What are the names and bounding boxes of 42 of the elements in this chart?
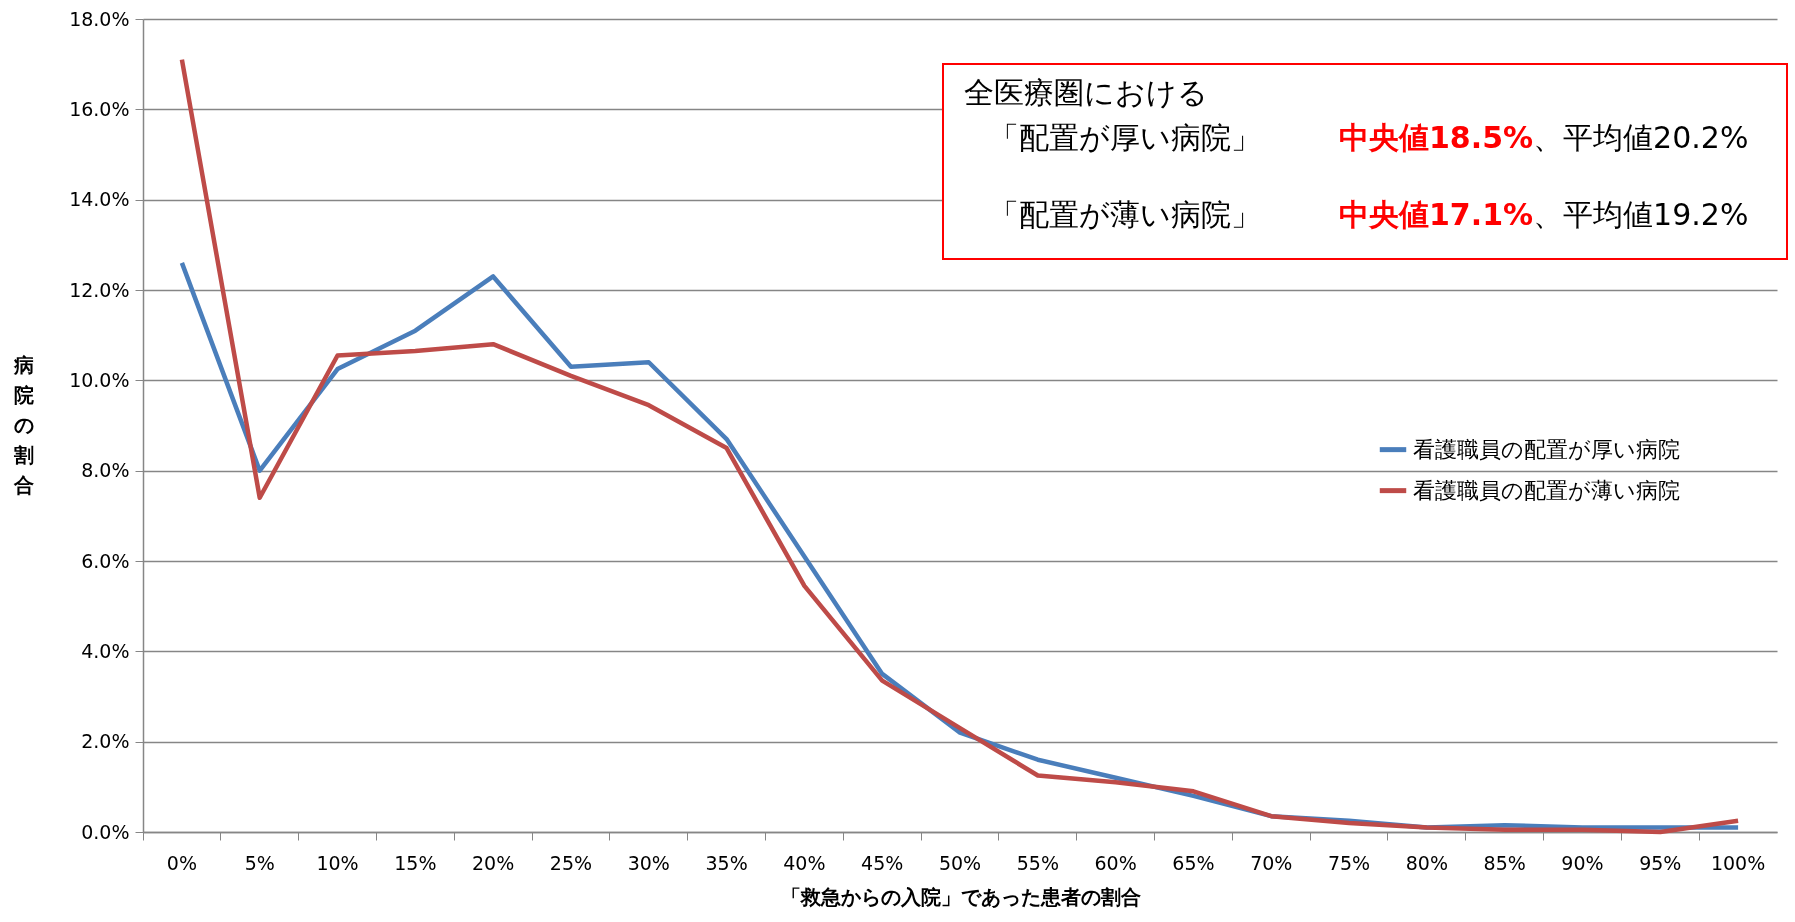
x-tick-label: 90% (1561, 851, 1604, 874)
legend-label: 看護職員の配置が厚い病院 (1413, 436, 1680, 462)
x-axis-title: 「救急からの入院」であった患者の割合 (780, 884, 1141, 909)
y-tick-label: 18.0% (69, 7, 130, 30)
y-tick-label: 10.0% (69, 368, 130, 391)
x-tick-label: 100% (1710, 851, 1766, 874)
x-tick-label: 45% (861, 851, 904, 874)
x-tick-label: 70% (1250, 851, 1293, 874)
y-tick-label: 4.0% (81, 639, 130, 662)
x-tick-label: 55% (1016, 851, 1059, 874)
x-tick-label: 60% (1094, 851, 1137, 874)
annotation: 中央値18.5% (1339, 119, 1534, 157)
x-tick-label: 40% (783, 851, 826, 874)
x-tick-label: 85% (1483, 851, 1526, 874)
annotation: 「配置が厚い病院」 (988, 119, 1262, 157)
x-tick-label: 50% (938, 851, 982, 874)
y-tick-label: 14.0% (69, 188, 130, 211)
y-axis-title: 病院の割合 (12, 352, 34, 497)
x-tick-label: 10% (316, 851, 359, 874)
y-tick-label: 2.0% (81, 730, 130, 753)
x-tick-label: 65% (1172, 851, 1215, 874)
y-tick-label: 8.0% (81, 459, 130, 482)
x-tick-label: 20% (472, 851, 515, 874)
x-tick-label: 80% (1405, 851, 1448, 874)
annotation: 、平均値20.2% (1533, 119, 1749, 157)
annotation: 全医療圏における (963, 74, 1209, 112)
x-tick-label: 5% (244, 851, 275, 874)
annotation: 「配置が薄い病院」 (988, 196, 1262, 234)
y-tick-label: 16.0% (69, 97, 130, 120)
x-tick-label: 35% (705, 851, 748, 874)
x-tick-label: 15% (394, 851, 437, 874)
y-tick-label: 12.0% (69, 278, 130, 301)
annotation: 中央値17.1% (1339, 196, 1534, 234)
x-tick-label: 75% (1327, 851, 1371, 874)
x-tick-label: 95% (1639, 851, 1682, 874)
legend-label: 看護職員の配置が薄い病院 (1413, 477, 1680, 503)
x-tick-label: 30% (627, 851, 670, 874)
x-tick-label: 0% (166, 851, 197, 874)
x-tick-label: 25% (549, 851, 593, 874)
y-tick-label: 6.0% (81, 549, 130, 572)
annotation: 、平均値19.2% (1533, 196, 1749, 234)
y-tick-label: 0.0% (81, 820, 130, 843)
